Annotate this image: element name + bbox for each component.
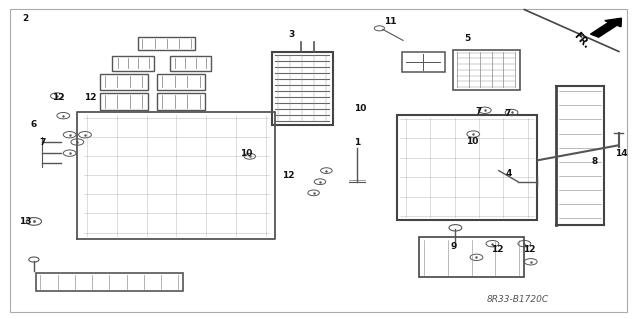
Bar xyxy=(419,237,524,277)
Text: 1: 1 xyxy=(354,137,360,146)
Text: 7: 7 xyxy=(504,109,510,118)
Text: 7: 7 xyxy=(475,108,481,116)
Text: 10: 10 xyxy=(354,104,367,113)
FancyArrow shape xyxy=(591,18,621,37)
Text: 12: 12 xyxy=(524,245,536,254)
Text: 9: 9 xyxy=(451,242,458,251)
Bar xyxy=(100,74,148,90)
Bar xyxy=(138,37,195,50)
Bar xyxy=(170,56,211,70)
Text: 3: 3 xyxy=(288,30,294,39)
Bar xyxy=(157,74,205,90)
Text: 10: 10 xyxy=(241,149,253,158)
Text: 8: 8 xyxy=(591,157,598,166)
Text: 2: 2 xyxy=(22,14,28,23)
Text: 5: 5 xyxy=(464,34,470,43)
Bar xyxy=(402,51,445,72)
Bar xyxy=(100,93,148,110)
Text: 12: 12 xyxy=(282,171,294,180)
Bar xyxy=(397,115,537,220)
Text: 4: 4 xyxy=(505,169,511,178)
Bar xyxy=(157,93,205,110)
Text: 11: 11 xyxy=(384,17,397,26)
Text: 13: 13 xyxy=(19,217,31,226)
Bar xyxy=(453,50,520,90)
Bar xyxy=(113,56,154,70)
Text: 12: 12 xyxy=(52,93,65,102)
Text: 7: 7 xyxy=(39,137,45,146)
Text: 12: 12 xyxy=(492,245,504,254)
Text: 14: 14 xyxy=(615,149,628,158)
Text: 12: 12 xyxy=(84,93,97,102)
Text: FR.: FR. xyxy=(572,30,591,50)
Text: 10: 10 xyxy=(466,137,478,145)
Bar xyxy=(36,273,182,291)
Bar xyxy=(272,51,333,124)
Text: 6: 6 xyxy=(31,120,37,129)
Text: 8R33-B1720C: 8R33-B1720C xyxy=(487,295,549,304)
